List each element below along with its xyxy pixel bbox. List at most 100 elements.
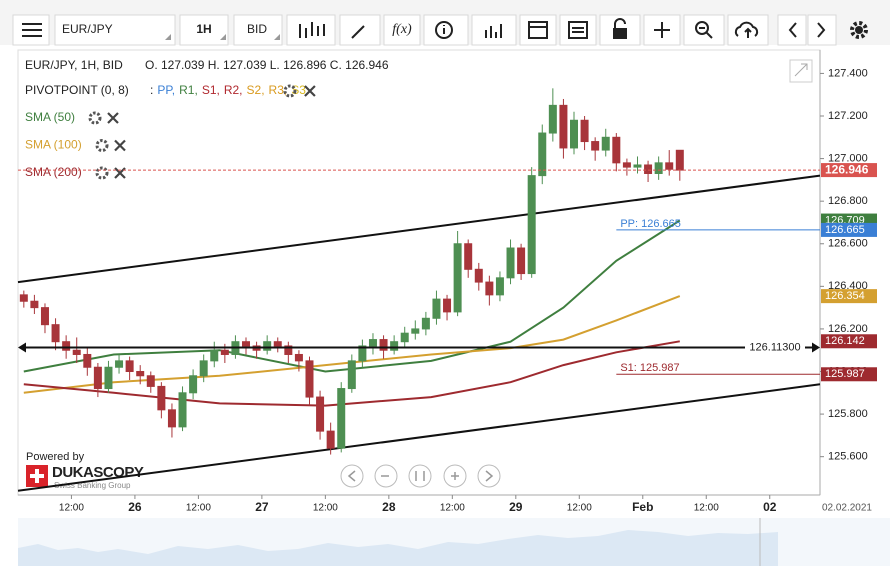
candle-body [30,300,39,309]
candle-body [538,132,547,177]
candle-body [19,294,28,302]
candle-body [474,268,483,283]
candle-body [93,366,102,390]
pivot-label: S1: 125.987 [620,362,679,374]
candle-body [146,375,155,387]
candle-body [665,162,674,170]
crosshair-button[interactable] [643,14,681,46]
brand-name: DUKASCOPY [52,464,144,481]
calendar-button[interactable] [519,14,557,46]
volume-button[interactable] [471,14,517,46]
candle-body [485,281,494,296]
candle-body [368,339,377,347]
candle-body [284,345,293,355]
x-tick-label: 26 [128,500,142,514]
side-select[interactable]: BID [233,14,283,46]
candle-body [506,247,515,279]
zoom-button[interactable] [683,14,725,46]
timeframe-select[interactable]: 1H [179,14,229,46]
price-tag [821,289,877,304]
candle-body [157,385,166,411]
y-tick-label: 125.800 [828,408,868,420]
price-tag-label: 125.987 [825,368,865,380]
x-tick-label: 29 [509,500,523,514]
settings-button[interactable] [850,21,868,39]
candle-body [136,371,145,377]
line-label-bg [745,339,805,356]
price-tag [821,367,877,382]
logo-cross [30,469,44,483]
date-label: 02.02.2021 [822,503,872,514]
pivot-level: R1, [179,83,198,97]
remove-icon[interactable] [107,112,119,124]
indicator-button[interactable]: f(x) [383,14,421,46]
legend-ohlc: O. 127.039 H. 127.039 L. 126.896 C. 126.… [145,58,389,72]
brand-sub: Swiss Banking Group [54,481,131,490]
lock-button[interactable] [599,14,641,46]
next-button[interactable] [807,14,837,46]
sma-legend: SMA (50) [25,110,75,124]
candle-body [115,360,124,368]
news-button[interactable] [559,14,597,46]
x-tick-label: 28 [382,500,396,514]
remove-icon[interactable] [114,139,126,152]
symbol: EUR/JPY [62,22,113,36]
side: BID [247,22,267,36]
prev-button[interactable] [777,14,807,46]
fx-label: f(x) [392,22,412,37]
candle-body [622,162,631,168]
settings-icon[interactable] [95,166,109,180]
y-tick-label: 127.200 [828,110,868,122]
candle-body [675,149,684,171]
settings-icon[interactable] [95,139,109,152]
draw-button[interactable] [339,14,381,46]
candle-body [220,349,229,355]
y-tick-label: 126.600 [828,238,868,250]
candle-body [294,353,303,362]
candle-body [242,341,251,347]
price-tag-label: 126.946 [825,162,869,176]
sma-line [23,219,681,373]
price-tag-label: 126.665 [825,224,865,236]
trendline [17,174,821,284]
candle-body [178,392,187,428]
pivot-level: S2, [247,83,265,97]
candle-body [40,307,49,326]
x-tick-label: 12:00 [186,503,211,514]
chart-type-button[interactable] [286,14,336,46]
settings-icon[interactable] [88,111,102,125]
symbol-select[interactable]: EUR/JPY [54,14,176,46]
pivot-level: S3 [291,83,306,97]
price-tag [821,222,877,237]
x-tick-label: 12:00 [567,503,592,514]
upload-button[interactable] [727,14,769,46]
x-tick-label: 12:00 [694,503,719,514]
candle-body [654,162,663,174]
pivot-prefix: : [150,83,153,97]
menu-button[interactable] [12,14,50,46]
pivot-level: R2, [224,83,243,97]
info-button[interactable] [423,14,469,46]
candle-body [421,317,430,330]
candle-body [517,247,526,275]
candle-body [263,341,272,351]
candle-body [358,345,367,362]
price-tag-label: 126.354 [825,290,865,302]
candle-body [644,164,653,174]
x-tick-label: 02 [763,500,777,514]
y-tick-label: 125.600 [828,451,868,463]
candle-body [305,360,314,398]
expand-button[interactable] [789,59,813,83]
y-tick-label: 127.000 [828,152,868,164]
candle-body [527,175,536,275]
settings-icon[interactable] [283,84,297,98]
powered-by: Powered by [26,451,85,463]
price-tag-label: 126.142 [825,335,865,347]
candle-body [326,430,335,449]
pivot-level: R3, [269,83,288,97]
remove-icon[interactable] [304,85,316,97]
candle-body [347,360,356,390]
candle-body [443,298,452,313]
nav-controls[interactable] [340,464,501,488]
